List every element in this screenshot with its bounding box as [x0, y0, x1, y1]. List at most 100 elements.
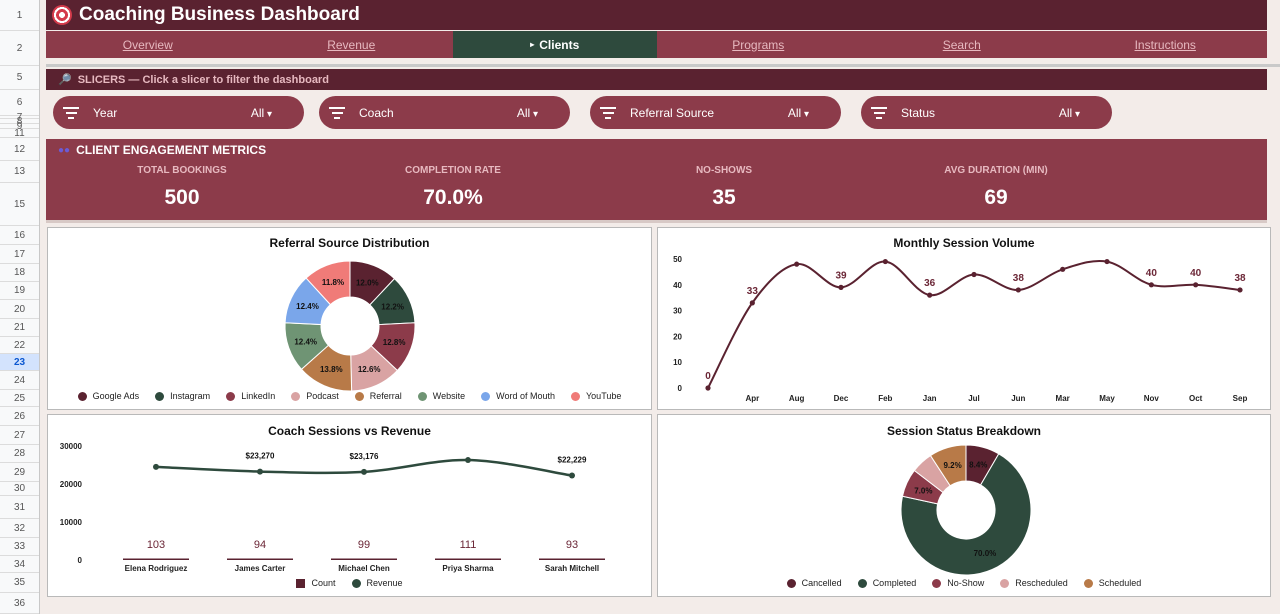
legend-item[interactable]: Rescheduled: [1000, 578, 1068, 588]
monthly-line-chart: 0 10 20 30 40 50 Apr Aug Dec Feb Jan Jul Jun Mar May No…: [673, 255, 1248, 403]
row-number[interactable]: 7: [0, 112, 39, 123]
row-number[interactable]: 1: [0, 0, 39, 31]
pie-slice: [305, 260, 351, 306]
row-number[interactable]: 18: [0, 264, 39, 282]
filter-icon: [600, 106, 616, 119]
legend-item[interactable]: Completed: [857, 578, 916, 588]
row-number[interactable]: 16: [0, 226, 39, 245]
slicer-value[interactable]: All: [517, 106, 538, 120]
slicer-label: Referral Source: [630, 105, 715, 120]
slice-label: 70.0%: [974, 549, 997, 558]
legend-item[interactable]: Scheduled: [1083, 578, 1142, 588]
row-number[interactable]: 32: [0, 519, 39, 538]
tab-search[interactable]: Search: [860, 31, 1064, 58]
legend-swatch: [571, 391, 580, 401]
legend-label: Referral: [369, 391, 402, 401]
row-number[interactable]: 35: [0, 573, 39, 593]
slicer-value[interactable]: All: [788, 106, 809, 120]
legend-swatch: [77, 391, 87, 401]
monthly-chart-panel[interactable]: Monthly Session Volume 0 10 20 30 40 50 Apr Aug…: [657, 227, 1271, 410]
status-chart-panel[interactable]: Session Status Breakdown 8.4% 70.0% 7.0% 9.…: [657, 414, 1271, 597]
legend-swatch: [155, 391, 165, 401]
row-number[interactable]: 15: [0, 183, 39, 226]
metric-value: 69: [984, 186, 1008, 209]
legend-item[interactable]: YouTube: [571, 391, 621, 401]
slicer-coach[interactable]: Coach All: [319, 96, 570, 129]
slicer-value[interactable]: All: [251, 106, 272, 120]
x-tick-label: Sep: [1233, 394, 1248, 403]
tab-instructions[interactable]: Instructions: [1064, 31, 1268, 58]
row-number[interactable]: 30: [0, 482, 39, 496]
row-number[interactable]: 23: [0, 354, 39, 371]
row-number[interactable]: 21: [0, 319, 39, 337]
x-tick-label: Dec: [834, 394, 849, 403]
slicer-status[interactable]: Status All: [861, 96, 1112, 129]
legend-item[interactable]: Revenue: [351, 578, 403, 588]
legend-item[interactable]: LinkedIn: [226, 391, 275, 401]
x-tick-label: Mar: [1056, 394, 1070, 403]
x-tick-label: Priya Sharma: [442, 564, 494, 573]
legend-swatch: [1083, 578, 1093, 588]
row-number[interactable]: 9: [0, 121, 39, 132]
row-number[interactable]: 20: [0, 300, 39, 319]
row-number[interactable]: 19: [0, 282, 39, 300]
x-tick-label: Sarah Mitchell: [545, 564, 599, 573]
row-number[interactable]: 13: [0, 161, 39, 183]
legend-label: Website: [432, 391, 466, 401]
row-number[interactable]: 34: [0, 556, 39, 573]
legend-item[interactable]: No-Show: [932, 578, 984, 588]
row-number[interactable]: 33: [0, 538, 39, 556]
row-number[interactable]: 22: [0, 337, 39, 354]
slice-label: 9.2%: [943, 461, 961, 470]
title-bar: Coaching Business Dashboard: [46, 0, 1267, 30]
row-number[interactable]: 29: [0, 463, 39, 482]
tab-clients[interactable]: ▸ Clients: [453, 31, 657, 58]
row-number[interactable]: 5: [0, 66, 39, 90]
row-number[interactable]: 26: [0, 407, 39, 426]
row-number[interactable]: 31: [0, 496, 39, 519]
row-number[interactable]: 28: [0, 445, 39, 463]
legend-item[interactable]: Website: [417, 391, 466, 401]
tab-programs[interactable]: Programs: [657, 31, 861, 58]
row-number[interactable]: 17: [0, 245, 39, 264]
frozen-divider: [46, 64, 1280, 67]
legend-item[interactable]: Referral: [354, 391, 402, 401]
row-number[interactable]: 12: [0, 138, 39, 161]
data-label: $23,270: [246, 452, 275, 461]
legend-item[interactable]: Instagram: [155, 391, 210, 401]
row-number[interactable]: 36: [0, 593, 39, 614]
row-number[interactable]: 2: [0, 31, 39, 66]
y-tick-label: 40: [673, 281, 682, 290]
legend-item[interactable]: Count: [296, 578, 336, 588]
legend-swatch: [291, 391, 301, 401]
y-tick-label: 10: [673, 358, 682, 367]
data-label: 33: [747, 286, 759, 297]
metric-value: 500: [164, 186, 200, 209]
slicer-year[interactable]: Year All: [53, 96, 304, 129]
referral-chart-panel[interactable]: Referral Source Distribution 12.0% 12.2% 1…: [47, 227, 652, 410]
metric-label: NO-SHOWS: [695, 165, 753, 176]
tab-revenue[interactable]: Revenue: [250, 31, 454, 58]
row-number[interactable]: 27: [0, 426, 39, 445]
legend-swatch: [481, 391, 491, 401]
row-number[interactable]: 11: [0, 128, 39, 139]
x-tick-label: James Carter: [235, 564, 286, 573]
slicer-value[interactable]: All: [1059, 106, 1080, 120]
row-number[interactable]: 25: [0, 390, 39, 407]
row-number[interactable]: 24: [0, 371, 39, 390]
legend-item[interactable]: Word of Mouth: [481, 391, 555, 401]
x-tick-label: Oct: [1189, 394, 1203, 403]
dashboard-sheet: Coaching Business Dashboard Overview Reve…: [46, 0, 1280, 614]
legend-label: Scheduled: [1098, 578, 1142, 588]
coach-chart-panel[interactable]: Coach Sessions vs Revenue 0 10000 20000 300…: [47, 414, 652, 597]
slicer-referral-source[interactable]: Referral Source All: [590, 96, 841, 129]
legend-item[interactable]: Google Ads: [77, 391, 139, 401]
legend-item[interactable]: Podcast: [291, 391, 339, 401]
row-number[interactable]: 6: [0, 90, 39, 116]
row-number[interactable]: 8: [0, 116, 39, 127]
tab-overview[interactable]: Overview: [46, 31, 250, 58]
legend-item[interactable]: Cancelled: [786, 578, 842, 588]
legend-label: Cancelled: [801, 578, 842, 588]
slicer-bar: 🔎 SLICERS — Click a slicer to filter the…: [46, 69, 1267, 90]
filter-icon: [329, 106, 345, 119]
